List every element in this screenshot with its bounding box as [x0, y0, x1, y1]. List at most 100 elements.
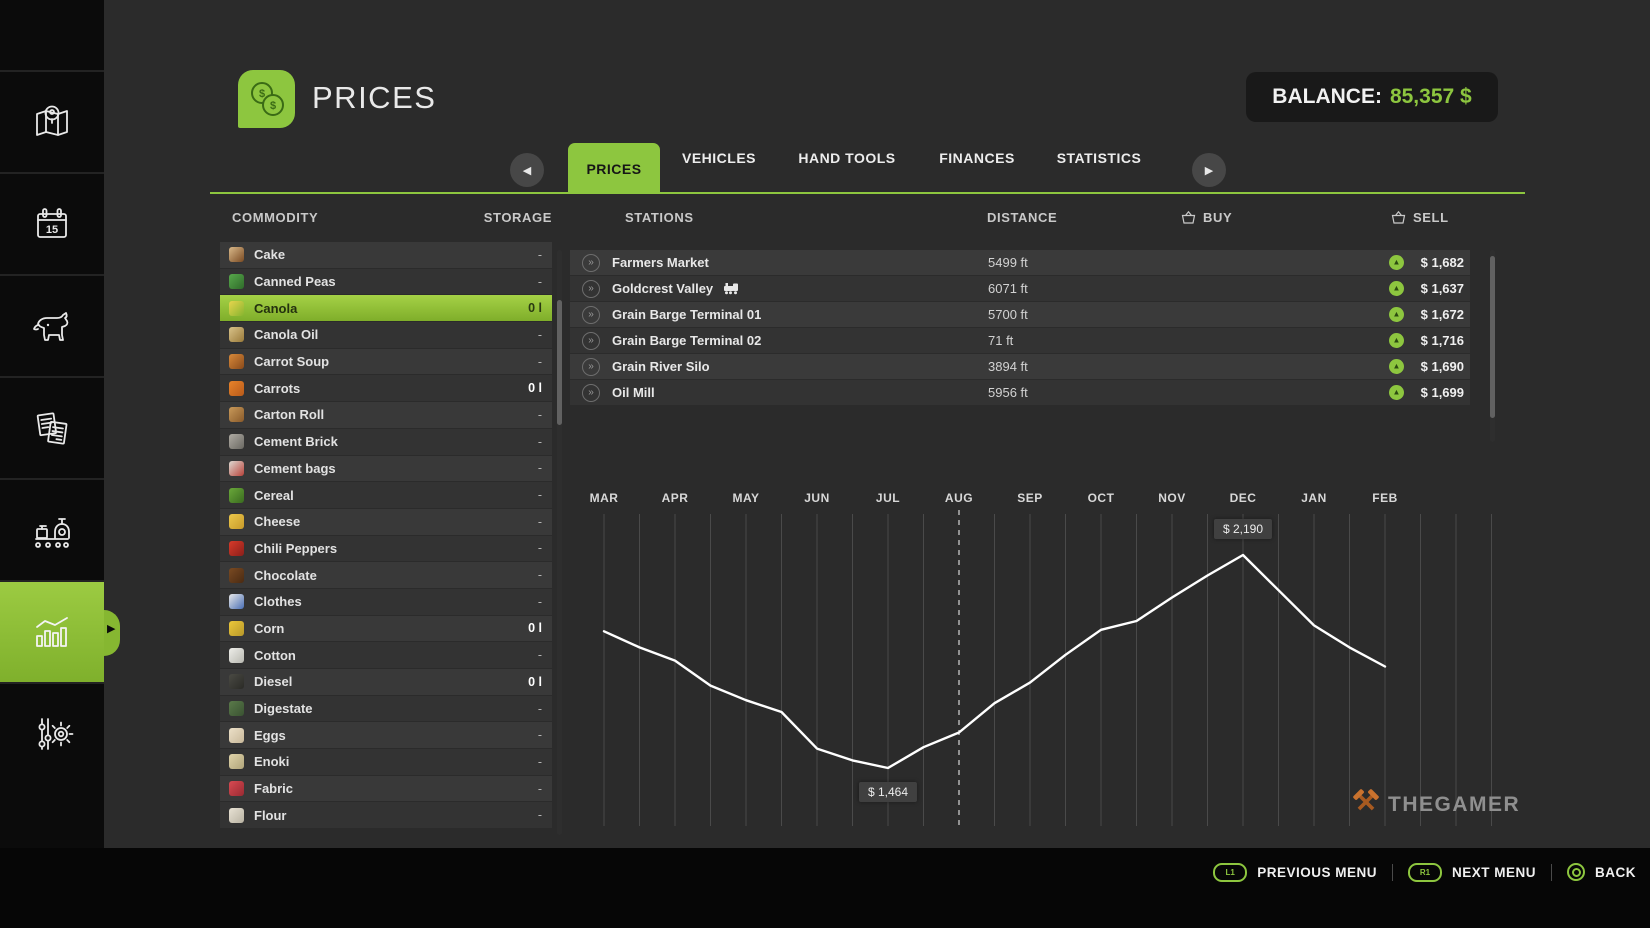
commodity-storage-value: - — [537, 648, 542, 663]
commodity-icon — [229, 487, 244, 503]
commodity-row-chili-peppers[interactable]: Chili Peppers - — [220, 535, 552, 562]
commodity-row-carrots[interactable]: Carrots 0 l — [220, 375, 552, 402]
commodity-row-diesel[interactable]: Diesel 0 l — [220, 669, 552, 695]
tab-prices[interactable]: PRICES — [568, 143, 660, 194]
station-row-grain-barge-terminal-01[interactable]: » Grain Barge Terminal 01 5700 ft ▲ $ 1,… — [570, 302, 1470, 327]
commodity-name: Canola — [254, 300, 298, 316]
commodity-row-cheese[interactable]: Cheese - — [220, 508, 552, 535]
station-sell-price: $ 1,672 — [1420, 307, 1464, 322]
commodity-row-carrot-soup[interactable]: Carrot Soup - — [220, 348, 552, 375]
goto-station-icon[interactable]: » — [582, 383, 600, 402]
station-distance: 71 ft — [988, 333, 1014, 348]
tab-vehicles[interactable]: VEHICLES — [681, 150, 757, 166]
sidebar-item-contracts[interactable] — [0, 376, 104, 478]
commodity-icon — [229, 247, 244, 263]
commodity-icon — [229, 594, 244, 610]
commodity-row-canned-peas[interactable]: Canned Peas - — [220, 268, 552, 295]
tab-hand-tools[interactable]: HAND TOOLS — [798, 150, 896, 166]
price-history-chart: MAR APR MAY JUN JUL AUG SEP OCT NOV DEC JAN FEB $ 2… — [568, 488, 1508, 833]
tabs-prev-arrow-icon[interactable]: ◀ — [510, 153, 544, 187]
station-row-oil-mill[interactable]: » Oil Mill 5956 ft ▲ $ 1,699 — [570, 380, 1470, 405]
goto-station-icon[interactable]: » — [582, 253, 600, 272]
goto-station-icon[interactable]: » — [582, 357, 600, 376]
col-buy: BUY — [1181, 210, 1232, 227]
previous-menu-button[interactable]: L1 PREVIOUS MENU — [1213, 862, 1377, 882]
sidebar-item-settings[interactable] — [0, 682, 104, 784]
commodity-storage-value: - — [537, 434, 542, 449]
tab-statistics[interactable]: STATISTICS — [1056, 150, 1142, 166]
month-label: OCT — [1088, 491, 1115, 505]
commodity-scrollbar-thumb[interactable] — [557, 300, 562, 425]
goto-station-icon[interactable]: » — [582, 305, 600, 324]
commodity-scrollbar-track[interactable] — [557, 250, 562, 835]
commodity-row-eggs[interactable]: Eggs - — [220, 722, 552, 749]
commodity-icon — [229, 674, 244, 690]
commodity-name: Cotton — [254, 647, 296, 663]
commodity-name: Carrots — [254, 380, 301, 396]
price-line — [602, 553, 1387, 770]
commodity-row-cement-bags[interactable]: Cement bags - — [220, 455, 552, 482]
commodity-icon — [229, 354, 244, 370]
sidebar-item-production[interactable] — [0, 478, 104, 580]
commodity-row-flour[interactable]: Flour - — [220, 802, 552, 829]
commodity-name: Enoki — [254, 754, 290, 770]
stations-list: » Farmers Market 5499 ft ▲ $ 1,682» Gold… — [570, 250, 1470, 405]
commodity-row-clothes[interactable]: Clothes - — [220, 588, 552, 615]
station-name: Grain River Silo — [612, 359, 710, 374]
station-row-farmers-market[interactable]: » Farmers Market 5499 ft ▲ $ 1,682 — [570, 250, 1470, 275]
r1-button-icon: R1 — [1407, 862, 1442, 882]
sidebar-item-map[interactable] — [0, 70, 104, 172]
commodity-name: Chili Peppers — [254, 540, 338, 556]
station-sell-price: $ 1,716 — [1420, 333, 1464, 348]
contracts-icon — [29, 405, 75, 451]
prices-coins-icon: $ $ — [238, 70, 295, 128]
commodity-icon — [229, 434, 244, 450]
footer-hints: L1 PREVIOUS MENU R1 NEXT MENU BACK — [1213, 854, 1636, 890]
commodity-storage-value: - — [537, 541, 542, 556]
commodity-row-cement-brick[interactable]: Cement Brick - — [220, 428, 552, 455]
selected-item-arrow-icon: ▶ — [107, 623, 116, 635]
commodity-row-canola[interactable]: Canola 0 l — [220, 295, 552, 322]
back-button[interactable]: BACK — [1567, 863, 1636, 881]
commodity-row-chocolate[interactable]: Chocolate - — [220, 562, 552, 588]
tab-finances[interactable]: FINANCES — [939, 150, 1015, 166]
commodity-row-carton-roll[interactable]: Carton Roll - — [220, 402, 552, 428]
sidebar-item-statistics[interactable]: ▶ — [0, 580, 120, 682]
commodity-name: Canola Oil — [254, 327, 319, 343]
station-row-goldcrest-valley[interactable]: » Goldcrest Valley 6071 ft ▲ $ 1,637 — [570, 276, 1470, 301]
station-sell-price: $ 1,690 — [1420, 359, 1464, 374]
commodity-row-canola-oil[interactable]: Canola Oil - — [220, 322, 552, 348]
commodity-name: Cake — [254, 247, 286, 263]
stations-scrollbar-thumb[interactable] — [1490, 256, 1495, 418]
station-distance: 3894 ft — [988, 359, 1028, 374]
commodity-storage-value: - — [537, 754, 542, 769]
page-title: PRICES — [312, 80, 437, 115]
commodity-name: Canned Peas — [254, 274, 336, 290]
month-label: DEC — [1230, 491, 1257, 505]
circle-button-icon — [1567, 863, 1585, 881]
commodity-name: Digestate — [254, 701, 313, 717]
sidebar-item-animals[interactable] — [0, 274, 104, 376]
station-row-grain-river-silo[interactable]: » Grain River Silo 3894 ft ▲ $ 1,690 — [570, 354, 1470, 379]
commodity-storage-value: - — [537, 461, 542, 476]
tabs-next-arrow-icon[interactable]: ▶ — [1192, 153, 1226, 187]
watermark: THEGAMER — [1352, 788, 1520, 821]
commodity-row-digestate[interactable]: Digestate - — [220, 695, 552, 722]
month-label: JUN — [804, 491, 830, 505]
commodity-row-cotton[interactable]: Cotton - — [220, 642, 552, 668]
goto-station-icon[interactable]: » — [582, 279, 600, 298]
next-menu-button[interactable]: R1 NEXT MENU — [1407, 862, 1536, 882]
commodity-name: Cement bags — [254, 460, 336, 476]
commodity-row-cereal[interactable]: Cereal - — [220, 482, 552, 508]
station-row-grain-barge-terminal-02[interactable]: » Grain Barge Terminal 02 71 ft ▲ $ 1,71… — [570, 328, 1470, 353]
commodity-name: Eggs — [254, 727, 286, 743]
commodity-row-fabric[interactable]: Fabric - — [220, 775, 552, 802]
commodity-row-enoki[interactable]: Enoki - — [220, 749, 552, 775]
goto-station-icon[interactable]: » — [582, 331, 600, 350]
commodity-icon — [229, 567, 244, 583]
price-annotation: $ 1,464 — [858, 782, 918, 802]
thegamer-logo-icon — [1352, 788, 1380, 821]
commodity-row-corn[interactable]: Corn 0 l — [220, 615, 552, 642]
sidebar-item-calendar[interactable]: 15 — [0, 172, 104, 274]
commodity-row-cake[interactable]: Cake - — [220, 242, 552, 268]
